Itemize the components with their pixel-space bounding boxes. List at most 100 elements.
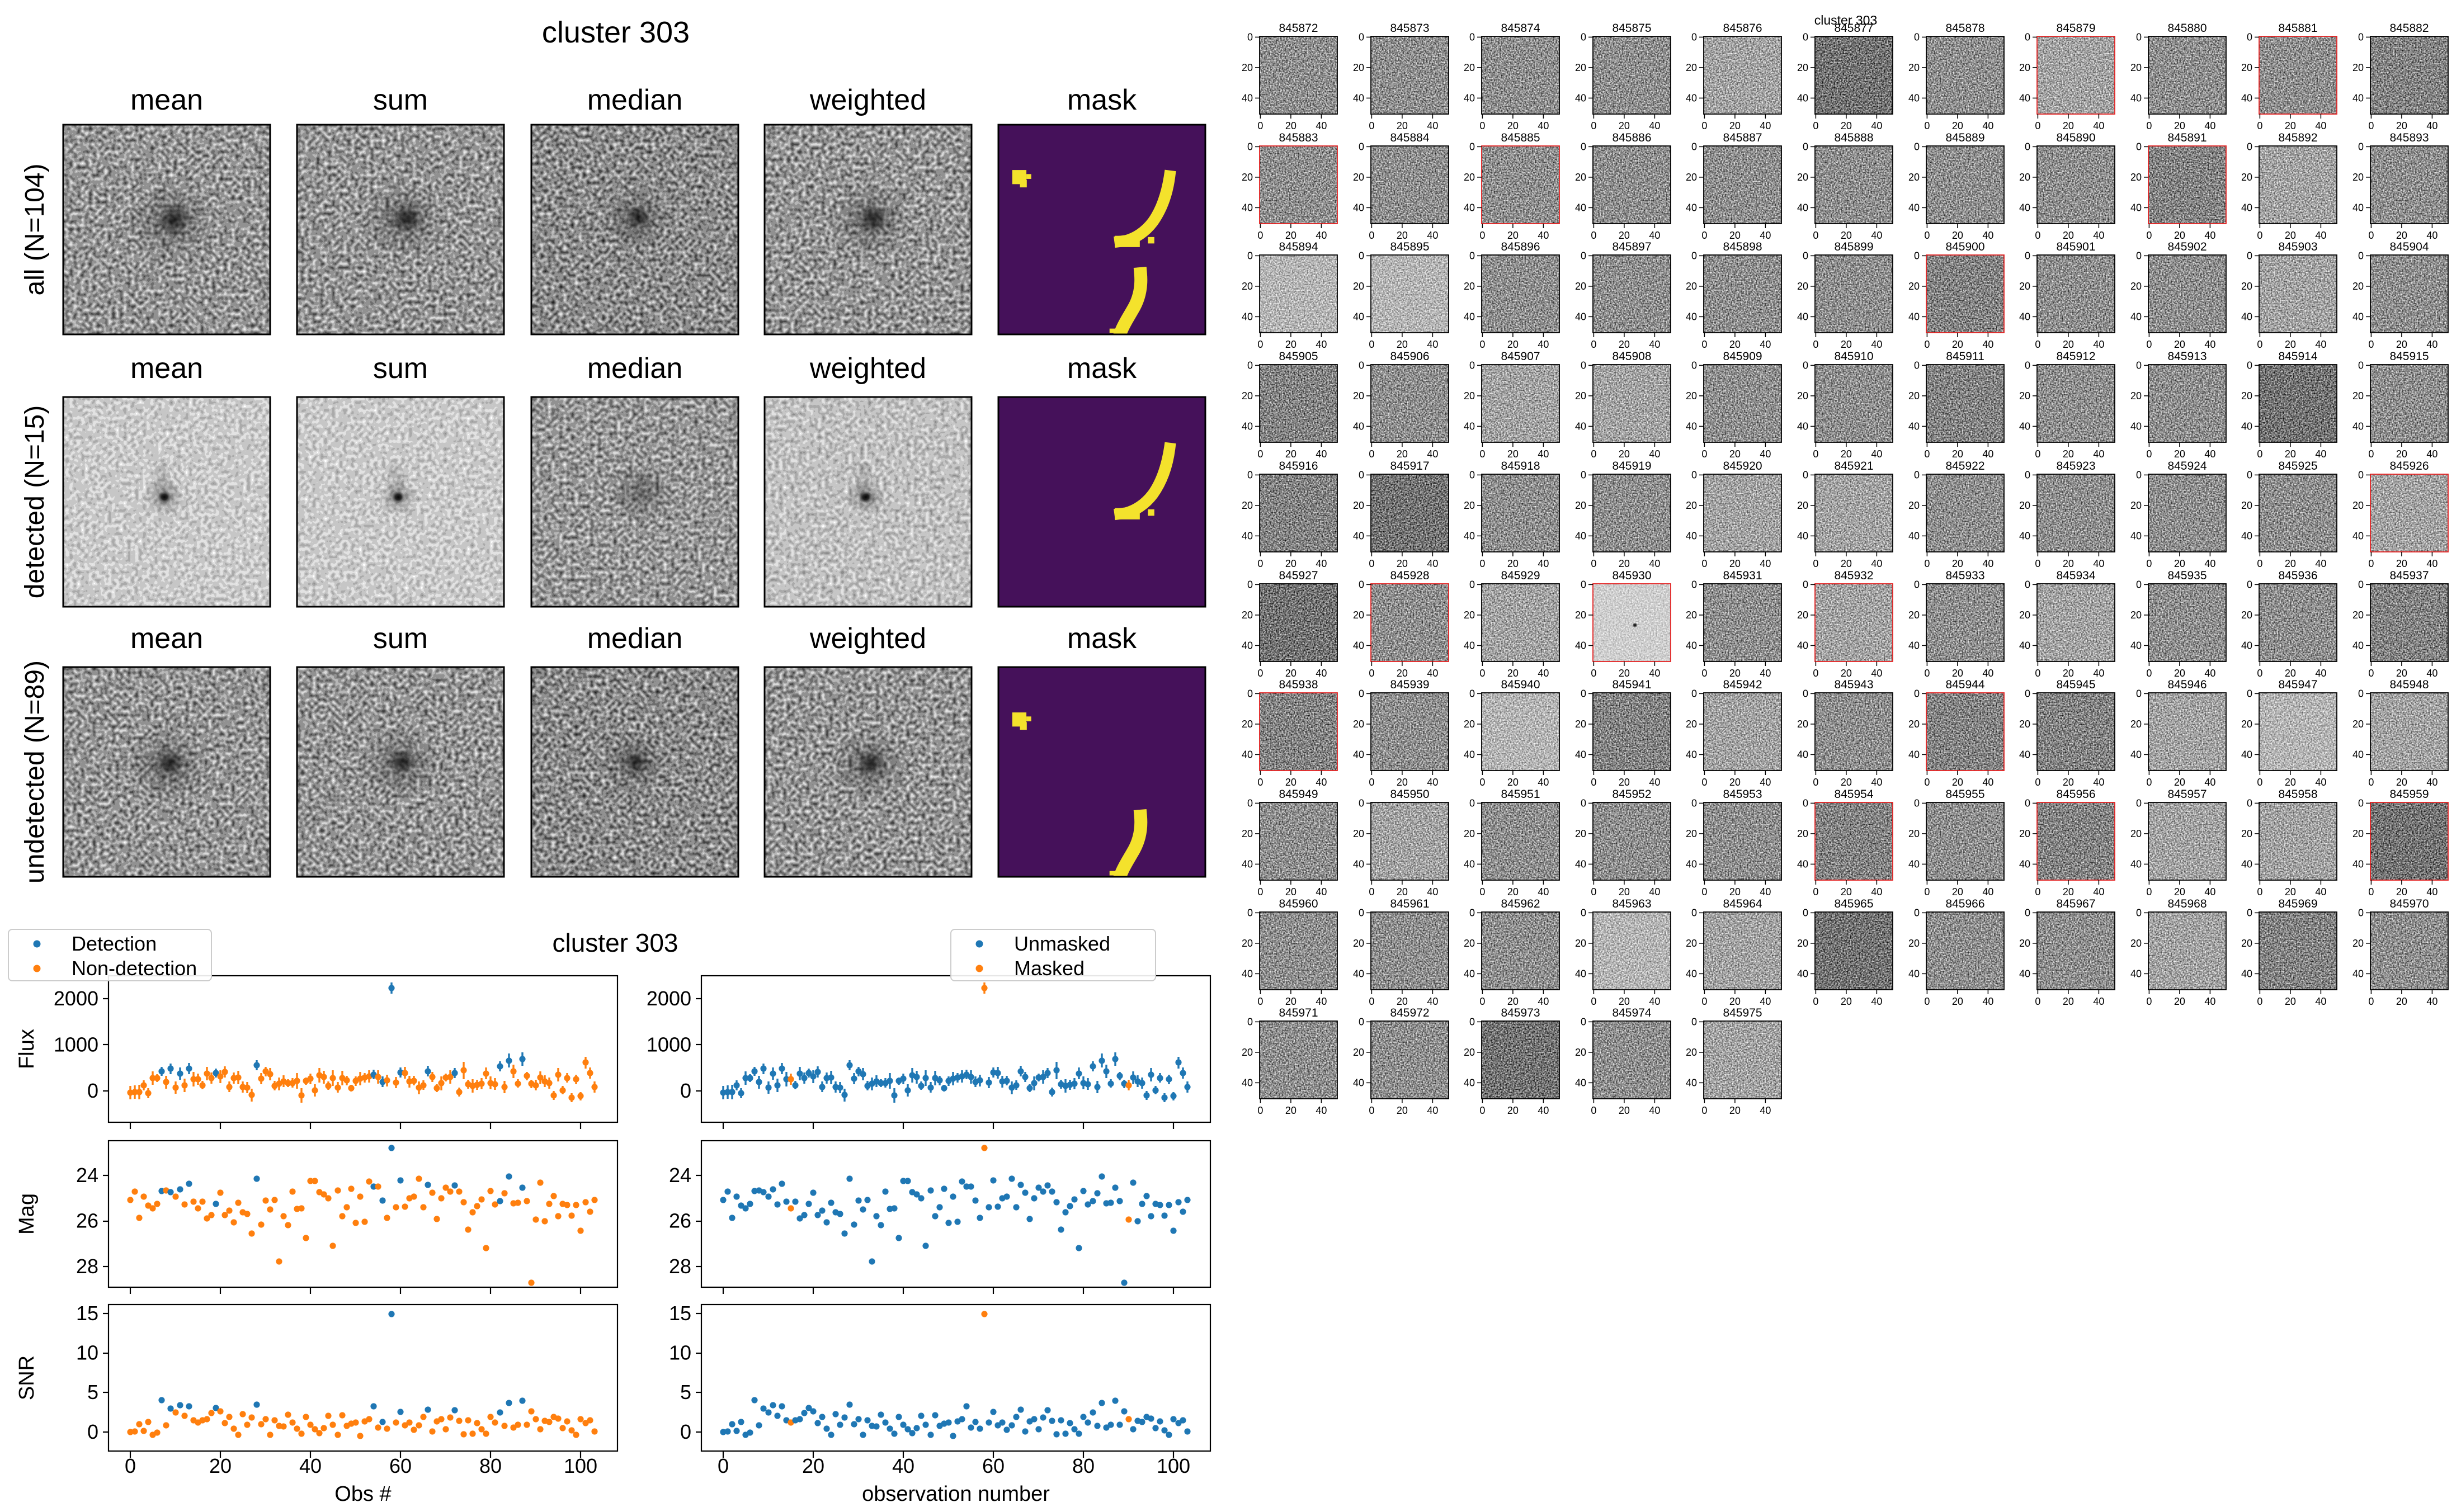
svg-text:845959: 845959 [2389, 788, 2429, 801]
svg-text:845908: 845908 [1612, 350, 1651, 363]
svg-text:0: 0 [680, 1420, 691, 1443]
svg-text:845899: 845899 [1834, 240, 1873, 253]
svg-text:845957: 845957 [2167, 788, 2207, 801]
svg-text:60: 60 [389, 1454, 412, 1477]
svg-text:845914: 845914 [2278, 350, 2317, 363]
svg-text:0: 0 [718, 1454, 729, 1477]
svg-text:845902: 845902 [2167, 240, 2207, 253]
svg-text:40: 40 [892, 1454, 914, 1477]
svg-text:845917: 845917 [1390, 460, 1429, 472]
svg-text:845969: 845969 [2278, 897, 2317, 910]
svg-text:845975: 845975 [1723, 1007, 1762, 1019]
svg-text:845900: 845900 [1945, 240, 1984, 253]
svg-text:20: 20 [209, 1454, 232, 1477]
svg-text:845930: 845930 [1612, 569, 1651, 582]
svg-text:mean: mean [130, 352, 203, 385]
svg-text:10: 10 [76, 1341, 98, 1364]
svg-text:845889: 845889 [1945, 131, 1984, 144]
svg-text:845880: 845880 [2167, 22, 2207, 35]
svg-text:845941: 845941 [1612, 678, 1651, 691]
svg-text:845928: 845928 [1390, 569, 1429, 582]
svg-text:cluster 303: cluster 303 [542, 16, 690, 49]
svg-text:mask: mask [1067, 84, 1137, 116]
svg-text:845968: 845968 [2167, 897, 2207, 910]
svg-text:845933: 845933 [1945, 569, 1984, 582]
svg-text:cluster 303: cluster 303 [1814, 13, 1878, 27]
svg-text:80: 80 [479, 1454, 502, 1477]
svg-text:845961: 845961 [1390, 897, 1429, 910]
svg-text:40: 40 [299, 1454, 322, 1477]
svg-text:cluster 303: cluster 303 [552, 928, 678, 957]
svg-text:845938: 845938 [1279, 678, 1318, 691]
svg-text:24: 24 [669, 1164, 691, 1187]
svg-text:845974: 845974 [1612, 1007, 1651, 1019]
svg-text:845881: 845881 [2278, 22, 2317, 35]
svg-text:845875: 845875 [1612, 22, 1651, 35]
svg-text:845906: 845906 [1390, 350, 1429, 363]
svg-text:845948: 845948 [2389, 678, 2429, 691]
svg-text:845892: 845892 [2278, 131, 2317, 144]
svg-text:sum: sum [373, 622, 428, 655]
svg-text:845950: 845950 [1390, 788, 1429, 801]
svg-text:24: 24 [76, 1164, 98, 1187]
svg-text:28: 28 [669, 1255, 691, 1278]
svg-text:845887: 845887 [1723, 131, 1762, 144]
svg-text:845912: 845912 [2056, 350, 2095, 363]
svg-text:845915: 845915 [2389, 350, 2429, 363]
svg-text:845966: 845966 [1945, 897, 1984, 910]
svg-text:5: 5 [87, 1381, 98, 1404]
svg-text:median: median [587, 622, 683, 655]
svg-text:845878: 845878 [1945, 22, 1984, 35]
svg-text:845885: 845885 [1501, 131, 1540, 144]
svg-text:845883: 845883 [1279, 131, 1318, 144]
svg-text:845896: 845896 [1501, 240, 1540, 253]
svg-text:mean: mean [130, 622, 203, 655]
svg-text:845904: 845904 [2389, 240, 2429, 253]
svg-text:SNR: SNR [15, 1355, 39, 1400]
svg-text:detected (N=15): detected (N=15) [20, 405, 50, 599]
svg-text:0: 0 [680, 1079, 691, 1102]
svg-text:845882: 845882 [2389, 22, 2429, 35]
svg-text:15: 15 [669, 1302, 691, 1325]
svg-text:845879: 845879 [2056, 22, 2095, 35]
svg-text:845947: 845947 [2278, 678, 2317, 691]
svg-text:1000: 1000 [647, 1033, 691, 1056]
svg-text:Detection: Detection [72, 932, 157, 955]
svg-text:845952: 845952 [1612, 788, 1651, 801]
svg-text:845971: 845971 [1279, 1007, 1318, 1019]
svg-text:mean: mean [130, 84, 203, 116]
svg-text:weighted: weighted [809, 84, 926, 116]
svg-text:845877: 845877 [1834, 22, 1873, 35]
svg-text:sum: sum [373, 352, 428, 385]
svg-text:845946: 845946 [2167, 678, 2207, 691]
svg-text:845925: 845925 [2278, 460, 2317, 472]
svg-text:845886: 845886 [1612, 131, 1651, 144]
svg-text:845939: 845939 [1390, 678, 1429, 691]
svg-text:845963: 845963 [1612, 897, 1651, 910]
svg-text:sum: sum [373, 84, 428, 116]
svg-text:845901: 845901 [2056, 240, 2095, 253]
svg-text:845891: 845891 [2167, 131, 2207, 144]
svg-text:845884: 845884 [1390, 131, 1429, 144]
svg-text:845921: 845921 [1834, 460, 1873, 472]
svg-text:845876: 845876 [1723, 22, 1762, 35]
svg-text:845943: 845943 [1834, 678, 1873, 691]
svg-text:845920: 845920 [1723, 460, 1762, 472]
svg-text:845913: 845913 [2167, 350, 2207, 363]
svg-text:median: median [587, 84, 683, 116]
svg-text:weighted: weighted [809, 622, 926, 655]
svg-text:5: 5 [680, 1381, 691, 1404]
svg-text:845949: 845949 [1279, 788, 1318, 801]
svg-text:845967: 845967 [2056, 897, 2095, 910]
svg-text:845905: 845905 [1279, 350, 1318, 363]
svg-text:845958: 845958 [2278, 788, 2317, 801]
svg-text:845923: 845923 [2056, 460, 2095, 472]
svg-text:845907: 845907 [1501, 350, 1540, 363]
svg-text:26: 26 [76, 1209, 98, 1232]
svg-text:1000: 1000 [54, 1033, 98, 1056]
svg-text:845955: 845955 [1945, 788, 1984, 801]
svg-text:845874: 845874 [1501, 22, 1540, 35]
svg-text:845910: 845910 [1834, 350, 1873, 363]
svg-text:845922: 845922 [1945, 460, 1984, 472]
svg-text:845897: 845897 [1612, 240, 1651, 253]
